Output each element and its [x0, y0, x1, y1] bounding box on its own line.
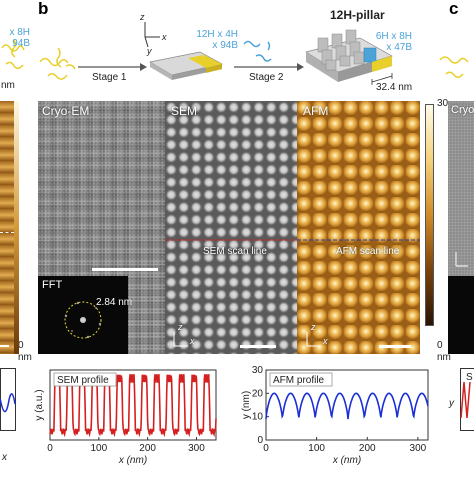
- x-tick-label: 0: [263, 443, 269, 454]
- pillar-title: 12H-pillar: [330, 8, 385, 22]
- axis-z-label: z: [140, 12, 145, 22]
- dna-strands-b: [40, 48, 75, 79]
- left-unit-top: nm: [1, 80, 15, 91]
- dna-strands-blue: [244, 42, 271, 62]
- x-axis-label: x (nm): [332, 455, 361, 466]
- afm-image: [297, 101, 420, 354]
- sem-image: [165, 101, 297, 354]
- sem-scale-bar: [240, 345, 276, 348]
- x-tick-label: 100: [308, 443, 325, 454]
- scan-line: [165, 238, 420, 242]
- fft-value: 2.84 nm: [96, 297, 132, 308]
- pillar-label: 6H x 8H x 47B: [372, 31, 412, 53]
- cryo-scale-bar: [92, 268, 158, 271]
- x-tick-label: 300: [410, 443, 427, 454]
- colorbar-max: 30: [437, 98, 448, 109]
- dimension-label: 32.4 nm: [376, 82, 412, 93]
- x-tick-label: 200: [359, 443, 376, 454]
- right-fft-strip: [448, 276, 474, 354]
- x-tick-label: 0: [47, 443, 53, 454]
- right-axes-icon: [452, 248, 472, 270]
- sem-label: SEM: [171, 104, 197, 118]
- profile-series-line: [266, 393, 428, 419]
- afm-scale-bar: [379, 345, 411, 348]
- plot-title: SEM profile: [57, 375, 109, 386]
- right-stub-ylabel: y: [449, 398, 454, 409]
- y-tick-label: 20: [252, 388, 264, 399]
- left-colorbar: [14, 101, 19, 354]
- afm-axis-z: z: [311, 322, 316, 332]
- sem-axis-z: z: [178, 322, 183, 332]
- plot-title: AFM profile: [273, 375, 325, 386]
- right-cryo-label: Cryo: [451, 104, 474, 116]
- y-tick-label: 10: [252, 412, 264, 423]
- fft-label: FFT: [42, 279, 62, 291]
- dna-strands-c: [440, 57, 468, 77]
- afm-label: AFM: [303, 104, 328, 118]
- left-stub-xlabel: x: [2, 452, 7, 463]
- x-tick-label: 300: [188, 443, 205, 454]
- right-stub-plot: [448, 368, 474, 474]
- colorbar-min: 0: [437, 340, 443, 351]
- axis-y-label: y: [147, 46, 152, 56]
- stage1-arrow: [78, 63, 147, 71]
- sem-axis-x: x: [190, 336, 195, 346]
- height-colorbar: [425, 104, 434, 326]
- x-tick-label: 200: [139, 443, 156, 454]
- stage1-label: Stage 1: [92, 72, 126, 83]
- sem-profile-chart: 0 100 200 300 x (nm) y (a.u.) SEM profile: [30, 362, 220, 474]
- afm-axis-x: x: [323, 336, 328, 346]
- monomer-slab: [150, 52, 222, 80]
- sem-profile-svg: 0 100 200 300 x (nm) y (a.u.) SEM profile: [30, 362, 220, 474]
- y-axis-label: y (nm): [241, 391, 252, 419]
- y-tick-label: 0: [257, 435, 263, 446]
- monomer-label: 12H x 4H x 94B: [192, 29, 238, 51]
- x-tick-label: 100: [90, 443, 107, 454]
- axis-x-label: x: [162, 32, 167, 42]
- xyz-axes-icon: [145, 22, 160, 47]
- afm-profile-chart: 0 100 200 300 0 10 20 30 x (nm) y (nm) AFM profile: [238, 362, 434, 474]
- left-scale-bar: [0, 345, 9, 347]
- cryo-em-label: Cryo-EM: [42, 104, 89, 118]
- afm-profile-svg: 0 100 200 300 0 10 20 30 x (nm) y (nm) AFM profile: [238, 362, 434, 474]
- afm-scan-label: AFM scan line: [336, 246, 399, 257]
- left-scan-line: [0, 232, 14, 234]
- y-tick-label: 30: [252, 365, 264, 376]
- right-stub-title: S: [466, 372, 473, 383]
- left-afm-strip: [0, 101, 14, 354]
- y-axis-label: y (a.u.): [34, 389, 45, 420]
- stage2-arrow: [234, 63, 304, 71]
- left-dna-label: x 8H 94B: [0, 27, 30, 49]
- stage2-label: Stage 2: [249, 72, 283, 83]
- sem-scan-label: SEM scan line: [203, 246, 267, 257]
- x-axis-label: x (nm): [118, 455, 147, 466]
